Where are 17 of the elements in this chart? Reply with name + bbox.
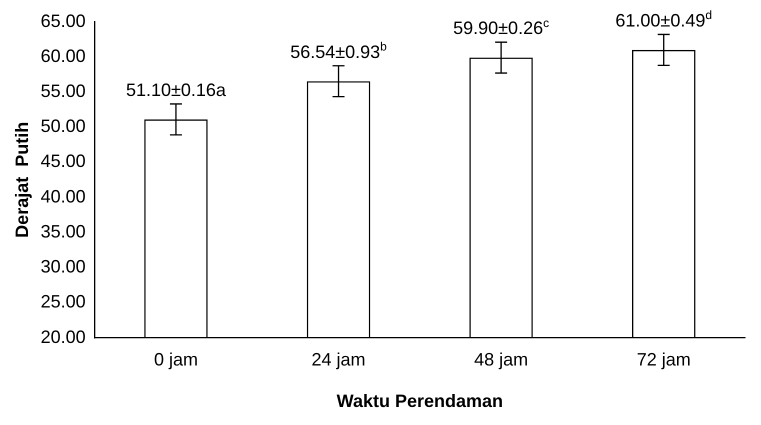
y-tick-label: 35.00 (40, 221, 86, 242)
y-tick-label: 45.00 (40, 151, 86, 172)
x-axis-title: Waktu Perendaman (336, 391, 504, 412)
x-tick-label: 24 jam (312, 350, 366, 370)
y-tick-label: 50.00 (40, 116, 86, 136)
y-tick-label: 40.00 (40, 186, 86, 206)
y-tick-label: 30.00 (40, 256, 86, 277)
y-tick-label: 20.00 (40, 326, 86, 347)
y-tick-label: 55.00 (40, 80, 86, 101)
y-axis-title: Derajat Putih (12, 122, 32, 238)
x-tick-label: 48 jam (474, 350, 528, 370)
data-label: 51.10±0.16a (126, 80, 227, 100)
y-tick-label: 60.00 (40, 46, 86, 66)
x-tick-label: 72 jam (636, 350, 691, 370)
x-tick-label: 0 jam (154, 350, 198, 370)
y-tick-label: 65.00 (40, 10, 86, 31)
y-tick-label: 25.00 (40, 292, 86, 312)
